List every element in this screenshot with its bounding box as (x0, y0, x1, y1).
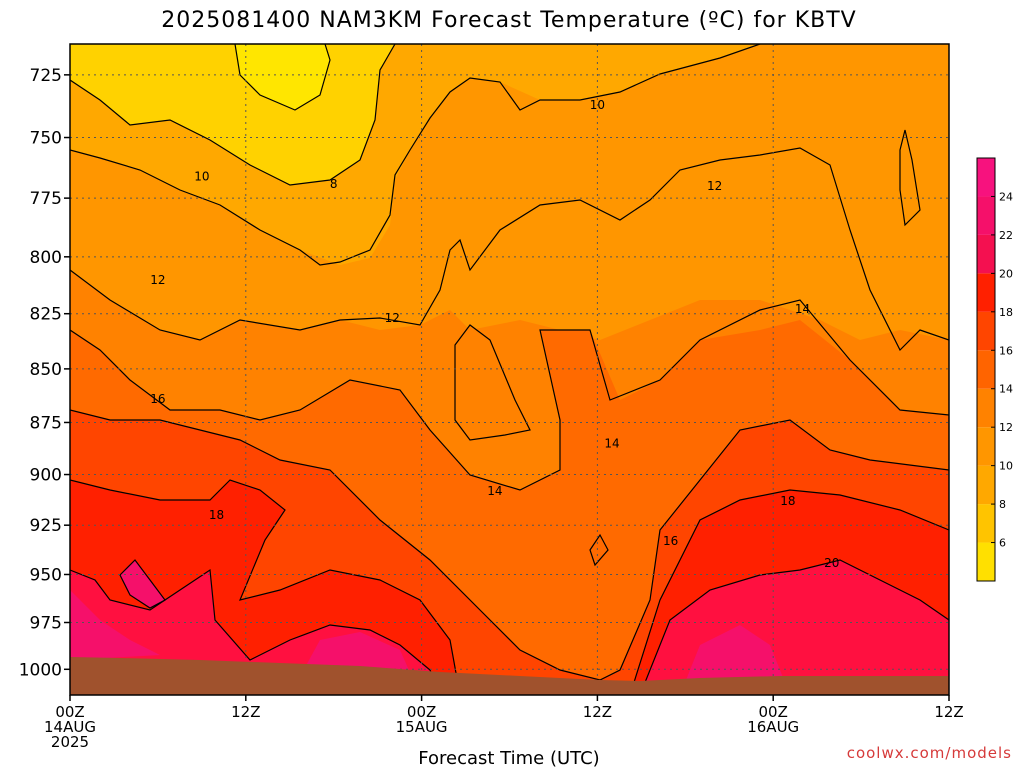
y-tick-label: 750 (30, 129, 62, 149)
contour-label: 12 (150, 273, 165, 287)
plot-area (70, 44, 949, 695)
isotherm-22-pocket (119, 559, 166, 609)
colorbar-tick-label: 24 (999, 190, 1013, 203)
y-tick-label: 925 (30, 516, 62, 536)
colorbar: 6 8 10 12 14 16 18 20 22 24 (976, 157, 1013, 582)
x-tick-label: 00Z (759, 703, 788, 721)
contour-label: 14 (487, 484, 502, 498)
isotherm-10 (70, 44, 761, 266)
isotherm-20-right (639, 559, 949, 695)
isotherm-12 (70, 147, 949, 352)
colorbar-tick-label: 10 (999, 460, 1013, 473)
contour-label: 8 (330, 177, 338, 191)
isotherm-16 (70, 409, 949, 681)
y-tick-label: 725 (30, 66, 62, 86)
ground-surface (70, 657, 949, 695)
colorbar-frame (976, 157, 996, 582)
isotherm-6 (234, 44, 331, 111)
isotherm-18-right (629, 489, 949, 695)
colorbar-tick-label: 8 (999, 498, 1006, 511)
colorbar-segment (977, 388, 995, 428)
contour-lines (70, 44, 949, 695)
colorbar-tick-label: 6 (999, 537, 1006, 550)
isotherm-18 (70, 479, 461, 695)
x-tick-label: 12Z (934, 703, 963, 721)
contour-labels: 10 10 8 12 12 12 14 16 14 14 18 18 16 20 (150, 98, 839, 570)
isotherm-12-right-loop (899, 129, 921, 227)
colorbar-tick-label: 12 (999, 421, 1013, 434)
y-tick-label: 1000 (19, 660, 62, 680)
y-tick-label: 900 (30, 466, 62, 486)
colorbar-segment (977, 427, 995, 466)
x-tick-label: 16AUG (747, 718, 799, 736)
colorbar-tick-label: 18 (999, 306, 1013, 319)
colorbar-segment (977, 196, 995, 235)
contour-label: 18 (209, 508, 224, 522)
x-axis-title: Forecast Time (UTC) (418, 748, 599, 768)
y-tick-label: 975 (30, 614, 62, 634)
colorbar-segment (977, 542, 995, 581)
y-tick-label: 825 (30, 305, 62, 325)
contour-label: 12 (707, 179, 722, 193)
isotherm-14 (70, 299, 949, 491)
colorbar-tick-label: 22 (999, 229, 1013, 242)
contour-label: 10 (194, 170, 209, 184)
contour-label: 20 (824, 556, 839, 570)
y-tick-label: 850 (30, 360, 62, 380)
y-tick-label: 950 (30, 565, 62, 585)
x-tick-label: 12Z (583, 703, 612, 721)
x-tick-label: 00Z (55, 703, 84, 721)
x-tick-label: 15AUG (396, 718, 448, 736)
isotherm-16-small (589, 533, 609, 567)
colorbar-tick-label: 14 (999, 383, 1013, 396)
x-tick-label: 14AUG (44, 718, 96, 736)
isotherm-8 (70, 44, 396, 186)
credit-text: coolwx.com/models (847, 744, 1012, 762)
x-tick-label: 00Z (407, 703, 436, 721)
y-tick-label: 800 (30, 248, 62, 268)
contour-label: 10 (590, 98, 605, 112)
grid-lines (70, 44, 949, 695)
x-tick-label: 12Z (231, 703, 260, 721)
y-axis: 725 750 775 800 825 850 875 900 925 950 975 1000 (19, 66, 70, 680)
contour-label: 12 (385, 311, 400, 325)
contour-label: 16 (150, 392, 165, 406)
contour-label: 14 (795, 302, 810, 316)
colorbar-segment (977, 465, 995, 505)
colorbar-tick-label: 20 (999, 267, 1013, 280)
colorbar-segment (977, 350, 995, 389)
band-22-24 (70, 590, 160, 660)
contour-label: 16 (663, 534, 678, 548)
x-tick-label: 2025 (51, 733, 89, 751)
colorbar-segment (977, 158, 995, 197)
band-12-14-island (455, 325, 530, 440)
colorbar-segment (977, 504, 995, 543)
isotherm-20 (70, 568, 441, 695)
colorbar-segment (977, 311, 995, 351)
y-tick-label: 775 (30, 189, 62, 209)
band-22-24-pocket (120, 560, 165, 608)
chart-title: 2025081400 NAM3KM Forecast Temperature (… (161, 8, 856, 33)
colorbar-tick-label: 16 (999, 344, 1013, 357)
isotherm-14-island (454, 324, 531, 441)
y-tick-label: 875 (30, 413, 62, 433)
contour-label: 14 (604, 436, 619, 450)
colorbar-segment (977, 273, 995, 312)
colorbar-segment (977, 234, 995, 274)
contour-label: 18 (780, 494, 795, 508)
